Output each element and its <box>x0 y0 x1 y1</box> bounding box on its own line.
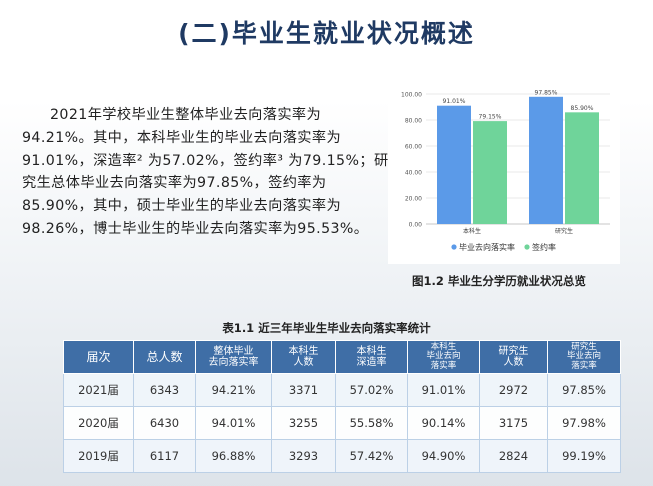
table-header-cell: 研究生 人数 <box>479 340 548 374</box>
table-cell: 2019届 <box>63 439 134 473</box>
table-row: 2021届 6343 94.21% 3371 57.02% 91.01% 2972 97.85… <box>63 373 621 407</box>
table-cell: 2824 <box>479 439 548 473</box>
table-cell: 57.42% <box>335 439 408 473</box>
table-row: 2019届 6117 96.88% 3293 57.42% 94.90% 2824 99.19… <box>63 439 621 473</box>
table-header-text: 届次 <box>86 350 111 364</box>
y-tick-label: 100.00 <box>401 92 422 99</box>
table-cell: 90.14% <box>407 406 480 440</box>
table-header-cell: 本科生 人数 <box>271 340 336 374</box>
table-header-text: 本科生 <box>356 346 387 357</box>
table-cell: 94.21% <box>195 373 272 407</box>
table-cell: 3371 <box>271 373 336 407</box>
legend-swatch <box>524 244 530 250</box>
table-cell: 94.01% <box>195 406 272 440</box>
table-header-row: 届次 总人数 整体毕业 去向落实率 本科生 人数 本科生 深造率 本科生 毕业去向 落实率 研究生 人数… <box>63 340 621 374</box>
table-cell: 96.88% <box>195 439 272 473</box>
paragraph-line: 究生总体毕业去向落实率为97.85%，签约率为 <box>22 175 327 192</box>
table-cell: 57.02% <box>335 373 408 407</box>
table-cell: 91.01% <box>407 373 480 407</box>
figure-caption: 图1.2 毕业生分学历就业状况总览 <box>412 274 586 288</box>
y-tick-label: 80.00 <box>405 118 422 125</box>
table-cell: 99.19% <box>547 439 621 473</box>
table-cell: 94.90% <box>407 439 480 473</box>
table-cell: 3293 <box>271 439 336 473</box>
table-header-text: 去向落实率 <box>208 357 259 368</box>
table-header-text: 深造率 <box>356 357 387 368</box>
table-cell: 3255 <box>271 406 336 440</box>
section-title: (二)毕业生就业状况概述 <box>178 19 475 48</box>
legend-label: 签约率 <box>532 242 556 252</box>
table-cell: 6117 <box>133 439 196 473</box>
table-caption: 表1.1 近三年毕业生毕业去向落实率统计 <box>222 321 431 335</box>
bar <box>437 105 471 224</box>
y-tick-label: 40.00 <box>405 170 422 177</box>
table-header-text: 落实率 <box>571 360 597 371</box>
table-header-cell: 本科生 毕业去向 落实率 <box>407 340 480 374</box>
y-tick-label: 20.00 <box>405 196 422 203</box>
table-header-cell: 届次 <box>63 340 134 374</box>
table-header-text: 研究生 <box>571 341 597 352</box>
table-header-text: 落实率 <box>430 360 457 371</box>
x-tick-label: 研究生 <box>555 227 573 235</box>
table-row: 2020届 6430 94.01% 3255 55.58% 90.14% 3175 97.98… <box>63 406 621 440</box>
table-header-text: 本科生 <box>430 341 457 352</box>
table-header-text: 毕业去向 <box>426 351 461 362</box>
table-header-text: 总人数 <box>146 350 183 364</box>
table-cell: 2021届 <box>63 373 134 407</box>
data-label: 85.90% <box>571 105 594 112</box>
x-tick-label: 本科生 <box>463 227 481 235</box>
bar <box>565 112 599 224</box>
table-cell: 97.98% <box>547 406 621 440</box>
summary-paragraph: 2021年学校毕业生整体毕业去向落实率为 94.21%。其中，本科毕业生的毕业去… <box>22 104 389 241</box>
table-header-text: 本科生 <box>288 346 319 357</box>
y-tick-label: 60.00 <box>405 144 422 151</box>
paragraph-line: 85.90%，其中，硕士毕业生的毕业去向落实率为 <box>22 198 342 215</box>
stats-table: 届次 总人数 整体毕业 去向落实率 本科生 人数 本科生 深造率 本科生 毕业去向 落实率 研究生 人数… <box>63 340 621 473</box>
table-cell: 6430 <box>133 406 196 440</box>
table-header-text: 人数 <box>503 357 524 368</box>
paragraph-line: 98.26%，博士毕业生的毕业去向落实率为95.53%。 <box>22 220 369 237</box>
table-header-text: 人数 <box>293 357 314 368</box>
paragraph-line: 2021年学校毕业生整体毕业去向落实率为 <box>50 107 322 123</box>
table-cell: 3175 <box>479 406 548 440</box>
table-cell: 55.58% <box>335 406 408 440</box>
data-label: 97.85% <box>535 89 558 96</box>
table-cell: 97.85% <box>547 373 621 407</box>
table-header-text: 研究生 <box>498 346 529 357</box>
table-header-cell: 研究生 毕业去向 落实率 <box>547 340 621 374</box>
bar <box>529 96 563 224</box>
table-cell: 2020届 <box>63 406 134 440</box>
table-header-cell: 总人数 <box>133 340 196 374</box>
data-label: 79.15% <box>479 114 502 121</box>
paragraph-line: 94.21%。其中，本科毕业生的毕业去向落实率为 <box>22 129 342 146</box>
chart-panel: 0.00 20.00 40.00 60.00 80.00 100.00 91.01% 79.1… <box>388 84 620 264</box>
legend-swatch <box>451 244 457 250</box>
bar-chart: 0.00 20.00 40.00 60.00 80.00 100.00 91.01% 79.1… <box>401 89 610 252</box>
table-header-cell: 整体毕业 去向落实率 <box>195 340 272 374</box>
bar <box>473 121 507 224</box>
data-label: 91.01% <box>443 98 466 105</box>
table-cell: 6343 <box>133 373 196 407</box>
table-cell: 2972 <box>479 373 548 407</box>
table-header-text: 毕业去向 <box>566 351 601 362</box>
table-header-text: 整体毕业 <box>213 346 254 357</box>
y-tick-label: 0.00 <box>409 222 423 229</box>
paragraph-line: 91.01%，深造率² 为57.02%，签约率³ 为79.15%；研 <box>22 152 389 169</box>
table-header-cell: 本科生 深造率 <box>335 340 408 374</box>
legend-label: 毕业去向落实率 <box>459 242 515 252</box>
